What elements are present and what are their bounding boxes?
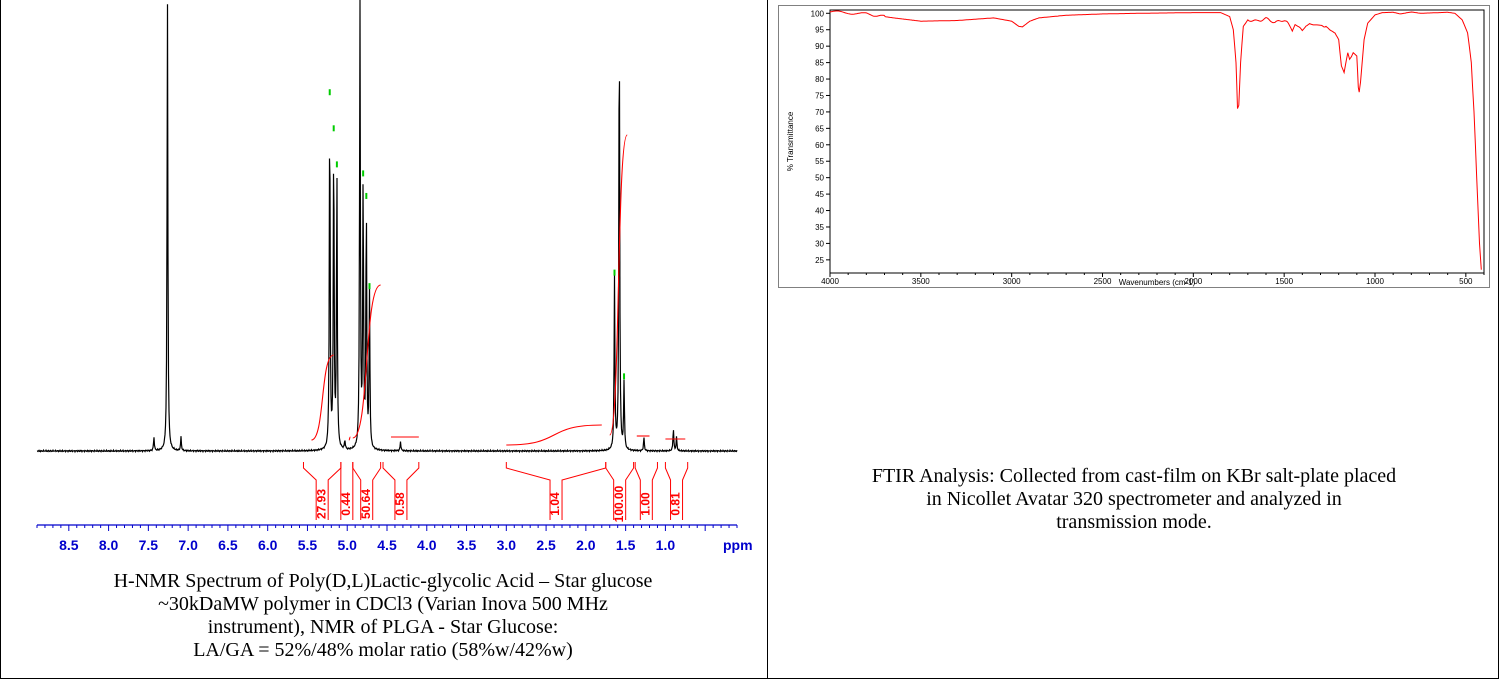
nmr-x-axis-label: ppm (723, 537, 753, 553)
ftir-y-tick-label: 25 (815, 256, 824, 265)
ftir-caption-line: in Nicollet Avatar 320 spectrometer and … (926, 488, 1342, 510)
ftir-y-tick-label: 65 (815, 124, 824, 133)
ftir-series-line (829, 10, 1482, 270)
nmr-integral-bracket-left (302, 462, 317, 490)
ftir-spectrum-chart: 100 95 90 85 80 75 70 65 60 55 50 45 40 35 30 25 4000 350… (786, 9, 1485, 287)
nmr-integral-bracket-left (382, 462, 396, 490)
nmr-x-tick-label: 5.5 (298, 537, 318, 553)
nmr-integral-label: 1.00 (638, 492, 652, 516)
ftir-x-tick-label: 2000 (1184, 277, 1202, 286)
ftir-y-tick-label: 50 (815, 174, 824, 183)
nmr-x-tick-label: 4.5 (377, 537, 397, 553)
nmr-x-tick-label: 3.5 (457, 537, 477, 553)
ftir-x-axis-label: Wavenumbers (cm-1) (1119, 278, 1196, 287)
nmr-integral-bracket (605, 462, 635, 520)
nmr-integral-bracket-left (634, 462, 641, 490)
nmr-integral-bracket-right (651, 462, 658, 490)
nmr-x-tick-label: 3.0 (497, 537, 517, 553)
nmr-caption-line: H-NMR Spectrum of Poly(D,L)Lactic-glycol… (113, 570, 653, 592)
ftir-x-tick-label: 3500 (912, 277, 930, 286)
nmr-x-tick-label: 6.0 (258, 537, 278, 553)
nmr-integral-bracket (664, 462, 689, 520)
nmr-integral-bracket-right (561, 462, 607, 490)
nmr-caption: H-NMR Spectrum of Poly(D,L)Lactic-glycol… (8, 570, 758, 662)
nmr-caption-line: LA/GA = 52%/48% molar ratio (58%w/42%w) (193, 639, 573, 661)
nmr-integral-label: 27.93 (314, 489, 328, 519)
ftir-y-tick-label: 80 (815, 75, 824, 84)
nmr-integral-bracket (634, 462, 658, 520)
ftir-caption-line: transmission mode. (1056, 511, 1212, 533)
nmr-x-tick-label: 8.0 (99, 537, 119, 553)
nmr-spectrum-chart: 27.93 0.44 50.64 0.58 1.04 100.00 1.00 0.81 8.5 8… (36, 0, 753, 553)
nmr-integral-bracket-right (682, 462, 689, 490)
nmr-integral-curve (609, 134, 628, 436)
nmr-integral-curve (352, 284, 381, 439)
ftir-y-tick-label: 100 (811, 9, 825, 18)
ftir-y-tick-label: 45 (815, 190, 824, 199)
ftir-x-tick-label: 4000 (821, 277, 839, 286)
nmr-x-tick-label: 1.0 (656, 537, 676, 553)
nmr-x-tick-label: 5.0 (337, 537, 357, 553)
nmr-integral-bracket-right (625, 462, 635, 490)
nmr-integral-label: 50.64 (359, 489, 373, 519)
nmr-integral-curve (506, 424, 602, 446)
nmr-integral-bracket-right (406, 462, 420, 490)
ftir-y-tick-label: 60 (815, 141, 824, 150)
nmr-x-tick-label: 2.5 (536, 537, 556, 553)
nmr-integral-bracket-left (664, 462, 672, 490)
ftir-x-tick-label: 3000 (1003, 277, 1021, 286)
ftir-y-tick-label: 30 (815, 239, 824, 248)
nmr-caption-line: instrument), NMR of PLGA - Star Glucose: (207, 616, 559, 638)
ftir-x-tick-label: 1500 (1275, 277, 1293, 286)
ftir-y-tick-label: 70 (815, 108, 824, 117)
ftir-y-tick-label: 55 (815, 157, 824, 166)
ftir-y-tick-label: 90 (815, 42, 824, 51)
nmr-spectrum-line (36, 0, 738, 454)
nmr-integral-curve (348, 436, 351, 441)
ftir-y-tick-label: 75 (815, 91, 824, 100)
nmr-integral-label: 1.04 (548, 492, 562, 516)
ftir-y-tick-label: 85 (815, 59, 824, 68)
nmr-integral-label: 0.81 (669, 492, 683, 516)
ftir-y-tick-label: 40 (815, 207, 824, 216)
nmr-x-tick-label: 7.5 (139, 537, 159, 553)
nmr-integral-bracket-left (505, 462, 551, 490)
ftir-y-tick-label: 35 (815, 223, 824, 232)
nmr-integral-label: 0.44 (339, 492, 353, 516)
nmr-x-tick-label: 6.5 (218, 537, 238, 553)
nmr-integral-bracket-left (352, 462, 362, 490)
ftir-caption-line: FTIR Analysis: Collected from cast-film … (871, 465, 1397, 487)
nmr-integral-bracket-right (327, 462, 342, 490)
ftir-x-tick-label: 1000 (1366, 277, 1384, 286)
ftir-chart-frame: 100 95 90 85 80 75 70 65 60 55 50 45 40 35 30 25 4000 350… (778, 5, 1490, 288)
nmr-x-tick-label: 4.0 (417, 537, 437, 553)
nmr-integral-bracket-left (605, 462, 615, 490)
nmr-x-tick-label: 8.5 (59, 537, 79, 553)
ftir-y-tick-label: 95 (815, 26, 824, 35)
ftir-x-tick-label: 2500 (1094, 277, 1112, 286)
nmr-integral-bracket (352, 462, 382, 520)
nmr-x-tick-label: 1.5 (616, 537, 636, 553)
nmr-x-tick-label: 2.0 (576, 537, 596, 553)
ftir-y-axis-label: % Transmittance (786, 111, 795, 171)
nmr-caption-line: ~30kDaMW polymer in CDCl3 (Varian Inova … (158, 593, 608, 615)
ftir-x-tick-label: 500 (1459, 277, 1473, 286)
nmr-integral-label: 0.58 (393, 492, 407, 516)
nmr-integral-bracket (382, 462, 420, 520)
nmr-integral-label: 100.00 (612, 485, 626, 522)
nmr-x-tick-label: 7.0 (178, 537, 198, 553)
ftir-caption: FTIR Analysis: Collected from cast-film … (778, 465, 1490, 534)
nmr-integral-curve (311, 354, 334, 441)
nmr-integral-bracket-right (372, 462, 382, 490)
ftir-plot-area (829, 9, 1485, 274)
